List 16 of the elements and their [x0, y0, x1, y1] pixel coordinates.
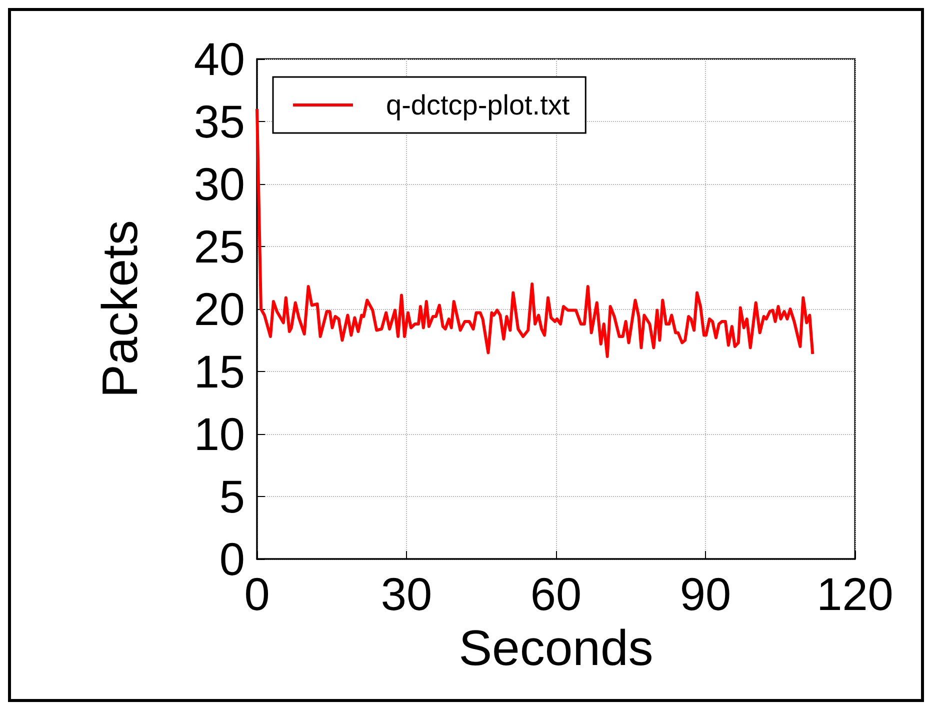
y-tick-label: 0 [219, 533, 245, 585]
y-axis-title: Packets [92, 220, 148, 398]
y-tick-label: 35 [194, 96, 245, 148]
y-tick-label: 25 [194, 220, 245, 272]
y-tick-label: 30 [194, 158, 245, 210]
y-tick-label: 10 [194, 408, 245, 460]
y-tick-label: 40 [194, 33, 245, 85]
y-tick-label: 20 [194, 283, 245, 335]
y-tick-label: 5 [219, 470, 245, 522]
x-tick-label: 60 [530, 568, 582, 620]
legend-label: q-dctcp-plot.txt [386, 90, 570, 120]
x-tick-label: 30 [380, 568, 432, 620]
x-axis-title: Seconds [458, 620, 654, 676]
y-tick-label: 15 [194, 346, 245, 398]
x-tick-label: 120 [816, 568, 894, 620]
x-tick-label: 90 [680, 568, 732, 620]
